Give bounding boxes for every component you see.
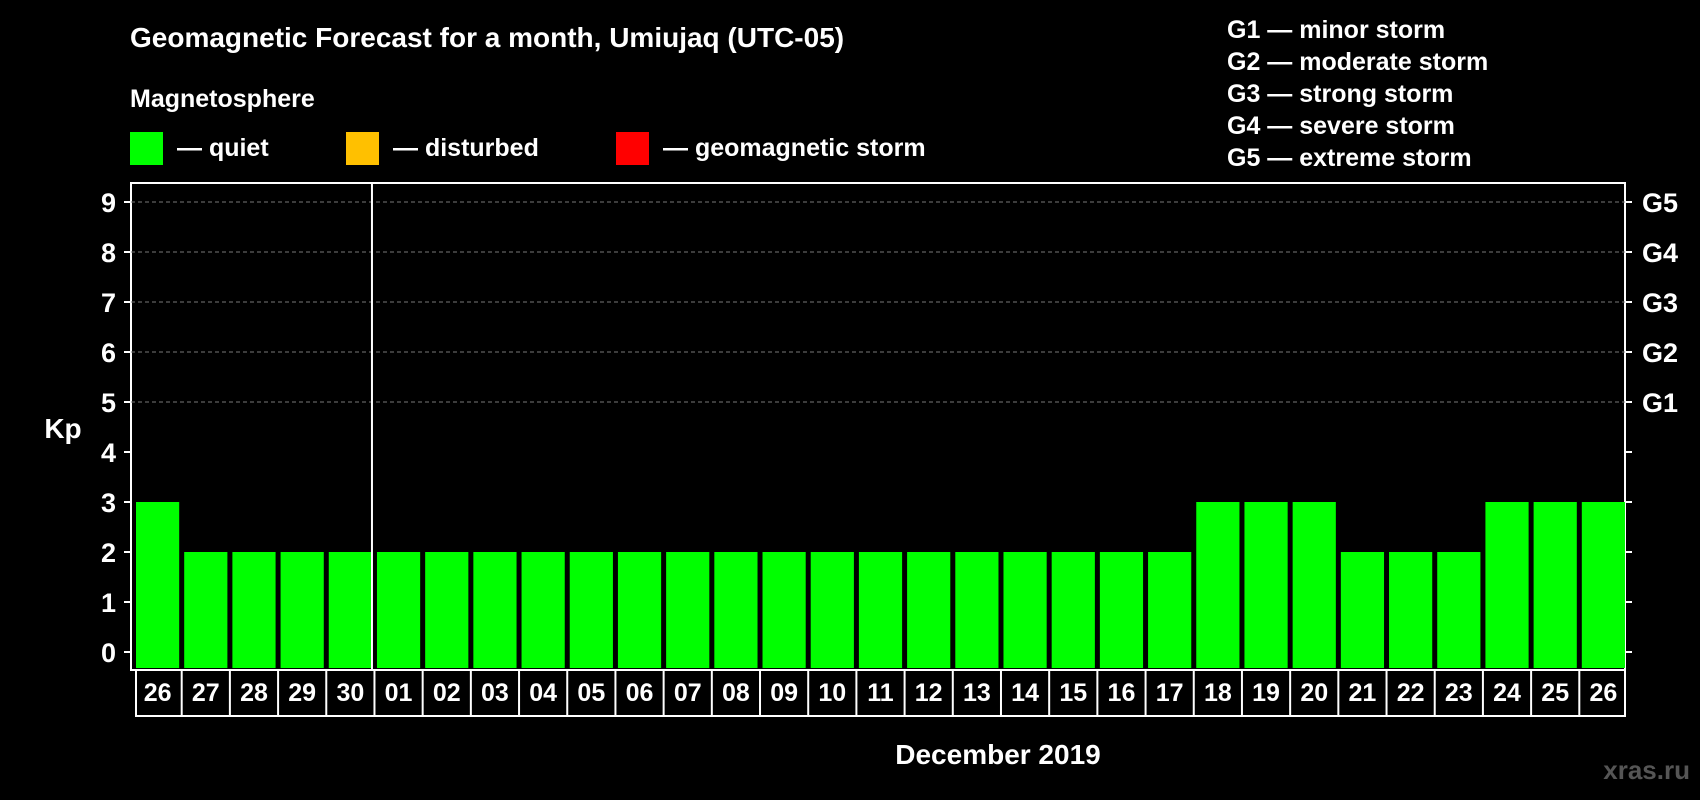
- x-tick-label-28: 24: [1493, 679, 1521, 707]
- x-tick-label-26: 22: [1397, 679, 1425, 707]
- x-tick-label-20: 16: [1108, 679, 1136, 707]
- bar-24: [1292, 502, 1336, 668]
- x-tick-label-10: 06: [626, 679, 654, 707]
- legend-swatch-quiet: [130, 132, 163, 165]
- x-tick-label-21: 17: [1156, 679, 1184, 707]
- x-tick-label-6: 02: [433, 679, 461, 707]
- x-tick-label-9: 05: [577, 679, 605, 707]
- right-axis-label-g1: G1: [1642, 388, 1678, 418]
- bar-15: [858, 552, 903, 668]
- bar-2: [232, 552, 276, 668]
- x-tick-label-12: 08: [722, 679, 750, 707]
- legend-swatch-disturbed: [346, 132, 379, 165]
- right-axis-label-g5: G5: [1642, 188, 1678, 218]
- bar-6: [425, 552, 469, 668]
- bar-3: [280, 552, 324, 668]
- legend-item-storm: — geomagnetic storm: [616, 132, 926, 165]
- watermark: xras.ru: [1603, 755, 1690, 785]
- bar-10: [617, 552, 662, 668]
- storm-scale-g3: G3 — strong storm: [1227, 80, 1454, 108]
- bar-14: [810, 552, 854, 668]
- x-tick-label-19: 15: [1059, 679, 1087, 707]
- x-tick-label-18: 14: [1011, 679, 1039, 707]
- y-tick-label-7: 7: [101, 288, 116, 318]
- bar-20: [1099, 552, 1144, 668]
- x-tick-label-3: 29: [288, 679, 316, 707]
- x-tick-label-27: 23: [1445, 679, 1473, 707]
- legend-swatch-storm: [616, 132, 649, 165]
- bar-1: [184, 552, 228, 668]
- y-tick-label-3: 3: [101, 488, 116, 518]
- y-tick-label-0: 0: [101, 638, 116, 668]
- section-label: Magnetosphere: [130, 85, 315, 113]
- x-tick-label-14: 10: [818, 679, 846, 707]
- y-tick-label-1: 1: [101, 588, 116, 618]
- x-tick-label-17: 13: [963, 679, 991, 707]
- bar-8: [521, 552, 565, 668]
- x-axis-label: December 2019: [895, 739, 1100, 770]
- y-tick-label-4: 4: [101, 438, 116, 468]
- right-axis-label-g3: G3: [1642, 288, 1678, 318]
- x-tick-label-25: 21: [1349, 679, 1377, 707]
- x-tick-label-23: 19: [1252, 679, 1280, 707]
- x-tick-label-22: 18: [1204, 679, 1232, 707]
- bar-18: [1003, 552, 1047, 668]
- legend-item-disturbed: — disturbed: [346, 132, 539, 165]
- bar-30: [1581, 502, 1625, 668]
- x-tick-label-5: 01: [385, 679, 413, 707]
- bar-27: [1437, 552, 1481, 668]
- bar-21: [1148, 552, 1192, 668]
- y-tick-label-5: 5: [101, 388, 116, 418]
- legend-label-storm: — geomagnetic storm: [663, 134, 926, 162]
- bar-12: [714, 552, 758, 668]
- bar-22: [1196, 502, 1240, 668]
- x-tick-label-30: 26: [1589, 679, 1617, 707]
- bar-28: [1485, 502, 1529, 668]
- x-tick-label-29: 25: [1541, 679, 1569, 707]
- y-tick-label-8: 8: [101, 238, 116, 268]
- bar-25: [1340, 552, 1385, 668]
- x-tick-label-11: 07: [674, 679, 702, 707]
- x-tick-label-16: 12: [915, 679, 943, 707]
- bar-4: [328, 552, 372, 668]
- bar-11: [666, 552, 710, 668]
- x-tick-label-2: 28: [240, 679, 268, 707]
- chart-title: Geomagnetic Forecast for a month, Umiuja…: [130, 22, 845, 53]
- x-tick-label-4: 30: [336, 679, 364, 707]
- x-tick-label-1: 27: [192, 679, 220, 707]
- storm-scale-g1: G1 — minor storm: [1227, 16, 1446, 44]
- y-tick-label-6: 6: [101, 338, 116, 368]
- legend-label-disturbed: — disturbed: [393, 134, 539, 162]
- bar-26: [1389, 552, 1433, 668]
- bar-17: [955, 552, 999, 668]
- x-tick-label-13: 09: [770, 679, 798, 707]
- x-tick-label-0: 26: [144, 679, 172, 707]
- bar-0: [136, 502, 180, 668]
- bar-23: [1244, 502, 1288, 668]
- x-tick-label-15: 11: [867, 679, 894, 707]
- storm-scale-g4: G4 — severe storm: [1227, 112, 1455, 140]
- bar-19: [1051, 552, 1095, 668]
- bar-13: [762, 552, 806, 668]
- legend-label-quiet: — quiet: [177, 134, 269, 162]
- x-label-frame: [135, 669, 1626, 717]
- bar-29: [1533, 502, 1577, 668]
- x-tick-label-8: 04: [529, 679, 557, 707]
- bar-5: [376, 552, 421, 668]
- x-tick-label-7: 03: [481, 679, 509, 707]
- right-axis-label-g4: G4: [1642, 238, 1678, 268]
- y-tick-label-2: 2: [101, 538, 116, 568]
- y-tick-label-9: 9: [101, 188, 116, 218]
- x-tick-label-24: 20: [1300, 679, 1328, 707]
- right-axis-label-g2: G2: [1642, 338, 1678, 368]
- bar-9: [569, 552, 613, 668]
- y-axis-label: Kp: [44, 413, 81, 444]
- storm-scale-g5: G5 — extreme storm: [1227, 144, 1472, 172]
- storm-scale-list: G1 — minor storm G2 — moderate storm G3 …: [1227, 14, 1488, 174]
- bar-16: [907, 552, 951, 668]
- storm-scale-g2: G2 — moderate storm: [1227, 48, 1489, 76]
- legend-item-quiet: — quiet: [130, 132, 269, 165]
- bar-7: [473, 552, 517, 668]
